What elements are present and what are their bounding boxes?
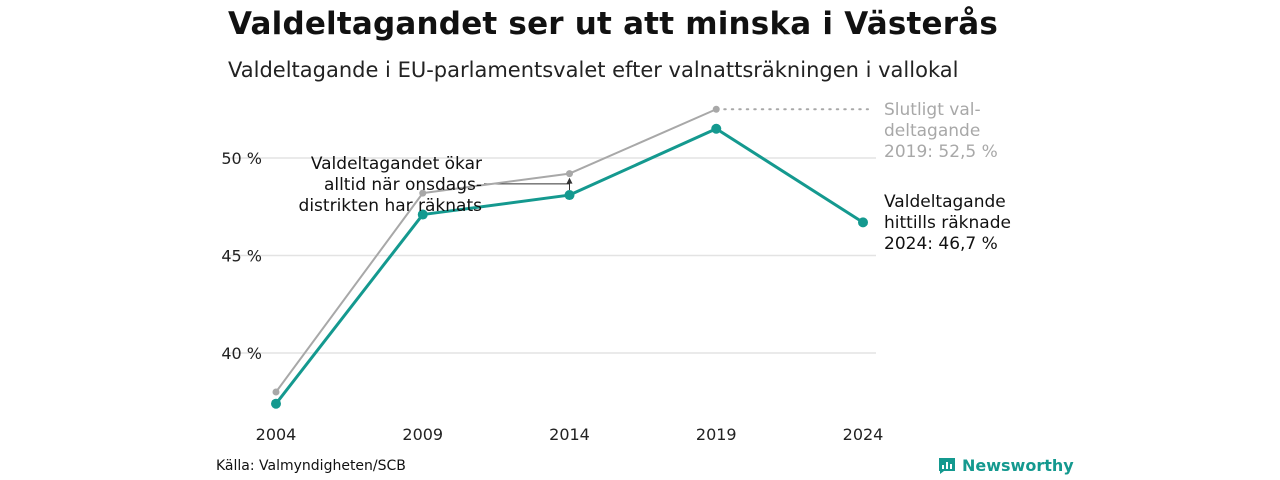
brand-name: Newsworthy bbox=[962, 456, 1074, 475]
annotation-line: alltid när onsdags- bbox=[324, 175, 482, 195]
y-tick-label: 40 % bbox=[221, 344, 262, 363]
annotation-arrowhead bbox=[566, 177, 573, 184]
series-point-0 bbox=[566, 170, 573, 178]
x-tick-label: 2024 bbox=[843, 425, 884, 444]
newsworthy-brand[interactable]: Newsworthy bbox=[938, 456, 1074, 475]
series-point-1 bbox=[564, 190, 575, 201]
annotation-line: deltagande bbox=[884, 121, 980, 141]
chart-title: Valdeltagandet ser ut att minska i Väste… bbox=[228, 6, 998, 42]
annotation-line: Valdeltagande bbox=[884, 192, 1006, 212]
series-point-0 bbox=[419, 189, 427, 197]
series-point-0 bbox=[272, 388, 280, 396]
annotation-line: Valdeltagandet ökar bbox=[311, 154, 482, 174]
annotation-line: Slutligt val- bbox=[884, 100, 981, 120]
series-point-1 bbox=[858, 217, 868, 228]
annotation-line: hittills räknade bbox=[884, 213, 1011, 233]
annotation-line: 2019: 52,5 % bbox=[884, 142, 998, 162]
x-tick-label: 2014 bbox=[549, 425, 590, 444]
newsworthy-logo-icon bbox=[939, 457, 955, 474]
chart-subtitle: Valdeltagande i EU-parlamentsvalet efter… bbox=[228, 58, 959, 82]
series-point-1 bbox=[417, 209, 428, 220]
series-point-1 bbox=[711, 123, 722, 134]
y-tick-label: 45 % bbox=[221, 247, 262, 266]
series-point-0 bbox=[712, 105, 720, 113]
series-point-1 bbox=[271, 398, 281, 409]
source-note: Källa: Valmyndigheten/SCB bbox=[216, 458, 406, 474]
x-tick-label: 2009 bbox=[402, 425, 443, 444]
annotation-line: 2024: 46,7 % bbox=[884, 234, 998, 254]
series-line-0 bbox=[275, 108, 717, 393]
y-tick-label: 50 % bbox=[221, 149, 262, 168]
x-tick-label: 2019 bbox=[696, 425, 737, 444]
x-tick-label: 2004 bbox=[256, 425, 297, 444]
annotation-line: distrikten har räknats bbox=[299, 196, 483, 216]
